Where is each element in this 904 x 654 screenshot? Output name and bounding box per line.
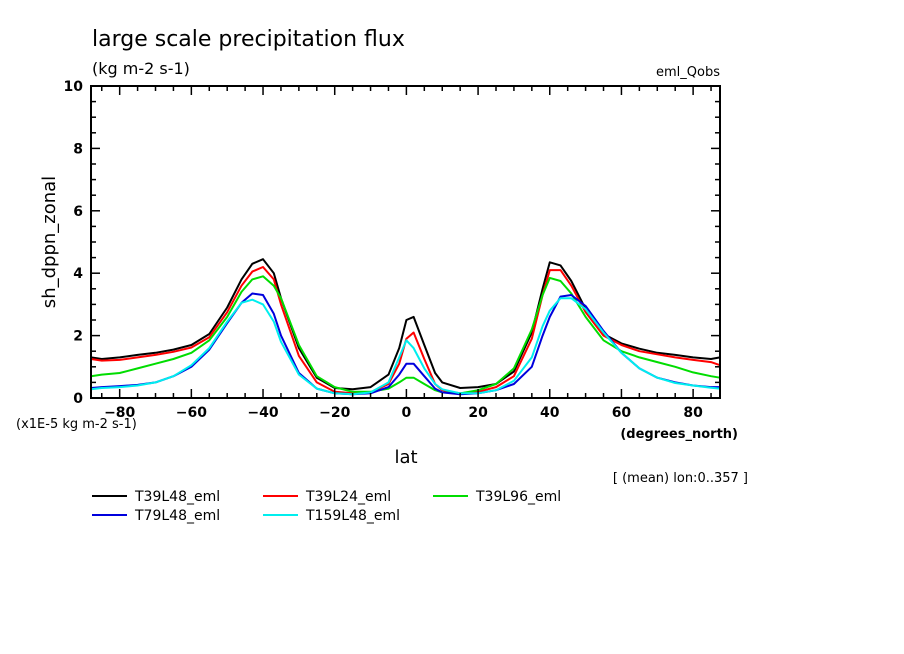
x-tick-label: 80 <box>683 405 703 421</box>
x-tick-label: −40 <box>247 405 278 421</box>
x-tick-label: −20 <box>319 405 350 421</box>
legend-label: T39L48_eml <box>134 489 220 505</box>
x-tick-label: 0 <box>402 405 412 421</box>
y-tick-label: 0 <box>73 391 83 407</box>
legend-label: T39L96_eml <box>475 489 561 505</box>
dataset-label: eml_Qobs <box>656 65 720 80</box>
chart-subtitle: (kg m-2 s-1) <box>92 59 190 78</box>
tick-labels: −80 −60 −40 −20 0 20 40 60 80 0 2 4 6 8 10 <box>64 79 704 421</box>
y-tick-label: 6 <box>73 204 83 220</box>
legend-item: T79L48_eml <box>92 508 220 524</box>
y-tick-label: 8 <box>73 141 83 157</box>
legend-label: T159L48_eml <box>305 508 400 524</box>
legend-item: T39L48_eml <box>92 489 220 505</box>
series-layer <box>90 258 721 396</box>
x-tick-label: 60 <box>612 405 632 421</box>
x-tick-label: 20 <box>468 405 488 421</box>
legend-item: T39L96_eml <box>433 489 561 505</box>
legend-label: T79L48_eml <box>134 508 220 524</box>
x-tick-label: −80 <box>104 405 135 421</box>
series-line-T159L48_eml <box>90 297 721 396</box>
x-tick-label: −60 <box>176 405 207 421</box>
legend: T39L48_eml T39L24_eml T39L96_eml T79L48_eml… <box>92 489 561 524</box>
y-tick-label: 10 <box>64 79 84 95</box>
ticks-layer <box>91 85 720 399</box>
y-axis-label: sh_dppn_zonal <box>39 176 60 308</box>
averaging-note: [ (mean) lon:0..357 ] <box>613 471 748 486</box>
plot-frame <box>90 85 721 399</box>
x-units-label: (degrees_north) <box>620 427 738 442</box>
legend-item: T159L48_eml <box>263 508 400 524</box>
chart-title: large scale precipitation flux <box>92 27 405 52</box>
series-line-T39L24_eml <box>90 266 721 395</box>
y-tick-label: 2 <box>73 329 83 345</box>
x-tick-label: 40 <box>540 405 560 421</box>
y-scale-note: (x1E-5 kg m-2 s-1) <box>16 417 137 432</box>
legend-item: T39L24_eml <box>263 489 391 505</box>
series-line-T39L96_eml <box>90 275 721 395</box>
y-tick-label: 4 <box>73 266 83 282</box>
x-axis-label: lat <box>394 447 417 468</box>
legend-label: T39L24_eml <box>305 489 391 505</box>
